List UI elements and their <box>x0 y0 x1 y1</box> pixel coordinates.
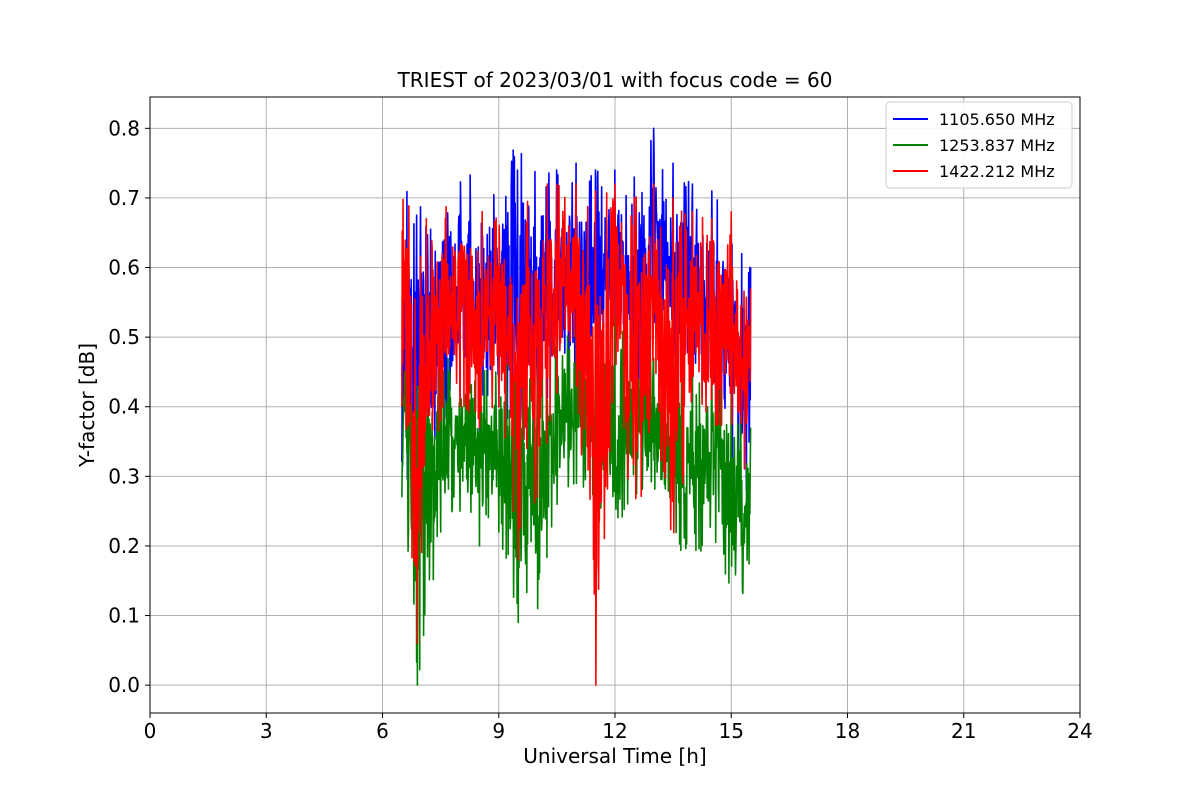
x-tick-label: 6 <box>376 719 389 743</box>
legend-entry: 1253.837 MHz <box>893 136 1055 155</box>
x-tick-label: 9 <box>492 719 505 743</box>
legend-label: 1253.837 MHz <box>939 136 1055 155</box>
legend-entry: 1422.212 MHz <box>893 162 1055 181</box>
legend-label: 1105.650 MHz <box>939 110 1055 129</box>
x-tick-label: 0 <box>144 719 157 743</box>
legend-entry: 1105.650 MHz <box>893 110 1055 129</box>
y-axis-label: Y-factor [dB] <box>75 343 99 468</box>
legend-box <box>885 101 1073 189</box>
series-layer <box>401 127 752 686</box>
y-tick-label: 0.3 <box>108 464 140 488</box>
y-tick-label: 0.7 <box>108 186 140 210</box>
y-tick-label: 0.4 <box>108 395 140 419</box>
legend-label: 1422.212 MHz <box>939 162 1055 181</box>
x-tick-label: 3 <box>260 719 273 743</box>
y-tick-label: 0.2 <box>108 534 140 558</box>
chart-title: TRIEST of 2023/03/01 with focus code = 6… <box>397 68 833 92</box>
series-line-green <box>401 315 752 686</box>
y-tick-label: 0.0 <box>108 673 140 697</box>
x-axis-label: Universal Time [h] <box>523 744 706 768</box>
x-tick-label: 21 <box>951 719 976 743</box>
x-tick-label: 15 <box>719 719 744 743</box>
y-tick-label: 0.8 <box>108 116 140 140</box>
x-tick-label: 18 <box>835 719 860 743</box>
series-line-red <box>401 183 752 686</box>
y-tick-label: 0.5 <box>108 325 140 349</box>
y-tick-label: 0.6 <box>108 256 140 280</box>
y-tick-label: 0.1 <box>108 604 140 628</box>
legend: 1105.650 MHz 1253.837 MHz 1422.212 MHz <box>885 101 1073 189</box>
x-tick-label: 12 <box>602 719 627 743</box>
x-tick-label: 24 <box>1067 719 1092 743</box>
ticks: 0 3 6 9 12 15 18 21 24 0.0 0.1 0.2 0.3 0.4 0.5 0.6 0.7 0.… <box>108 116 1093 743</box>
